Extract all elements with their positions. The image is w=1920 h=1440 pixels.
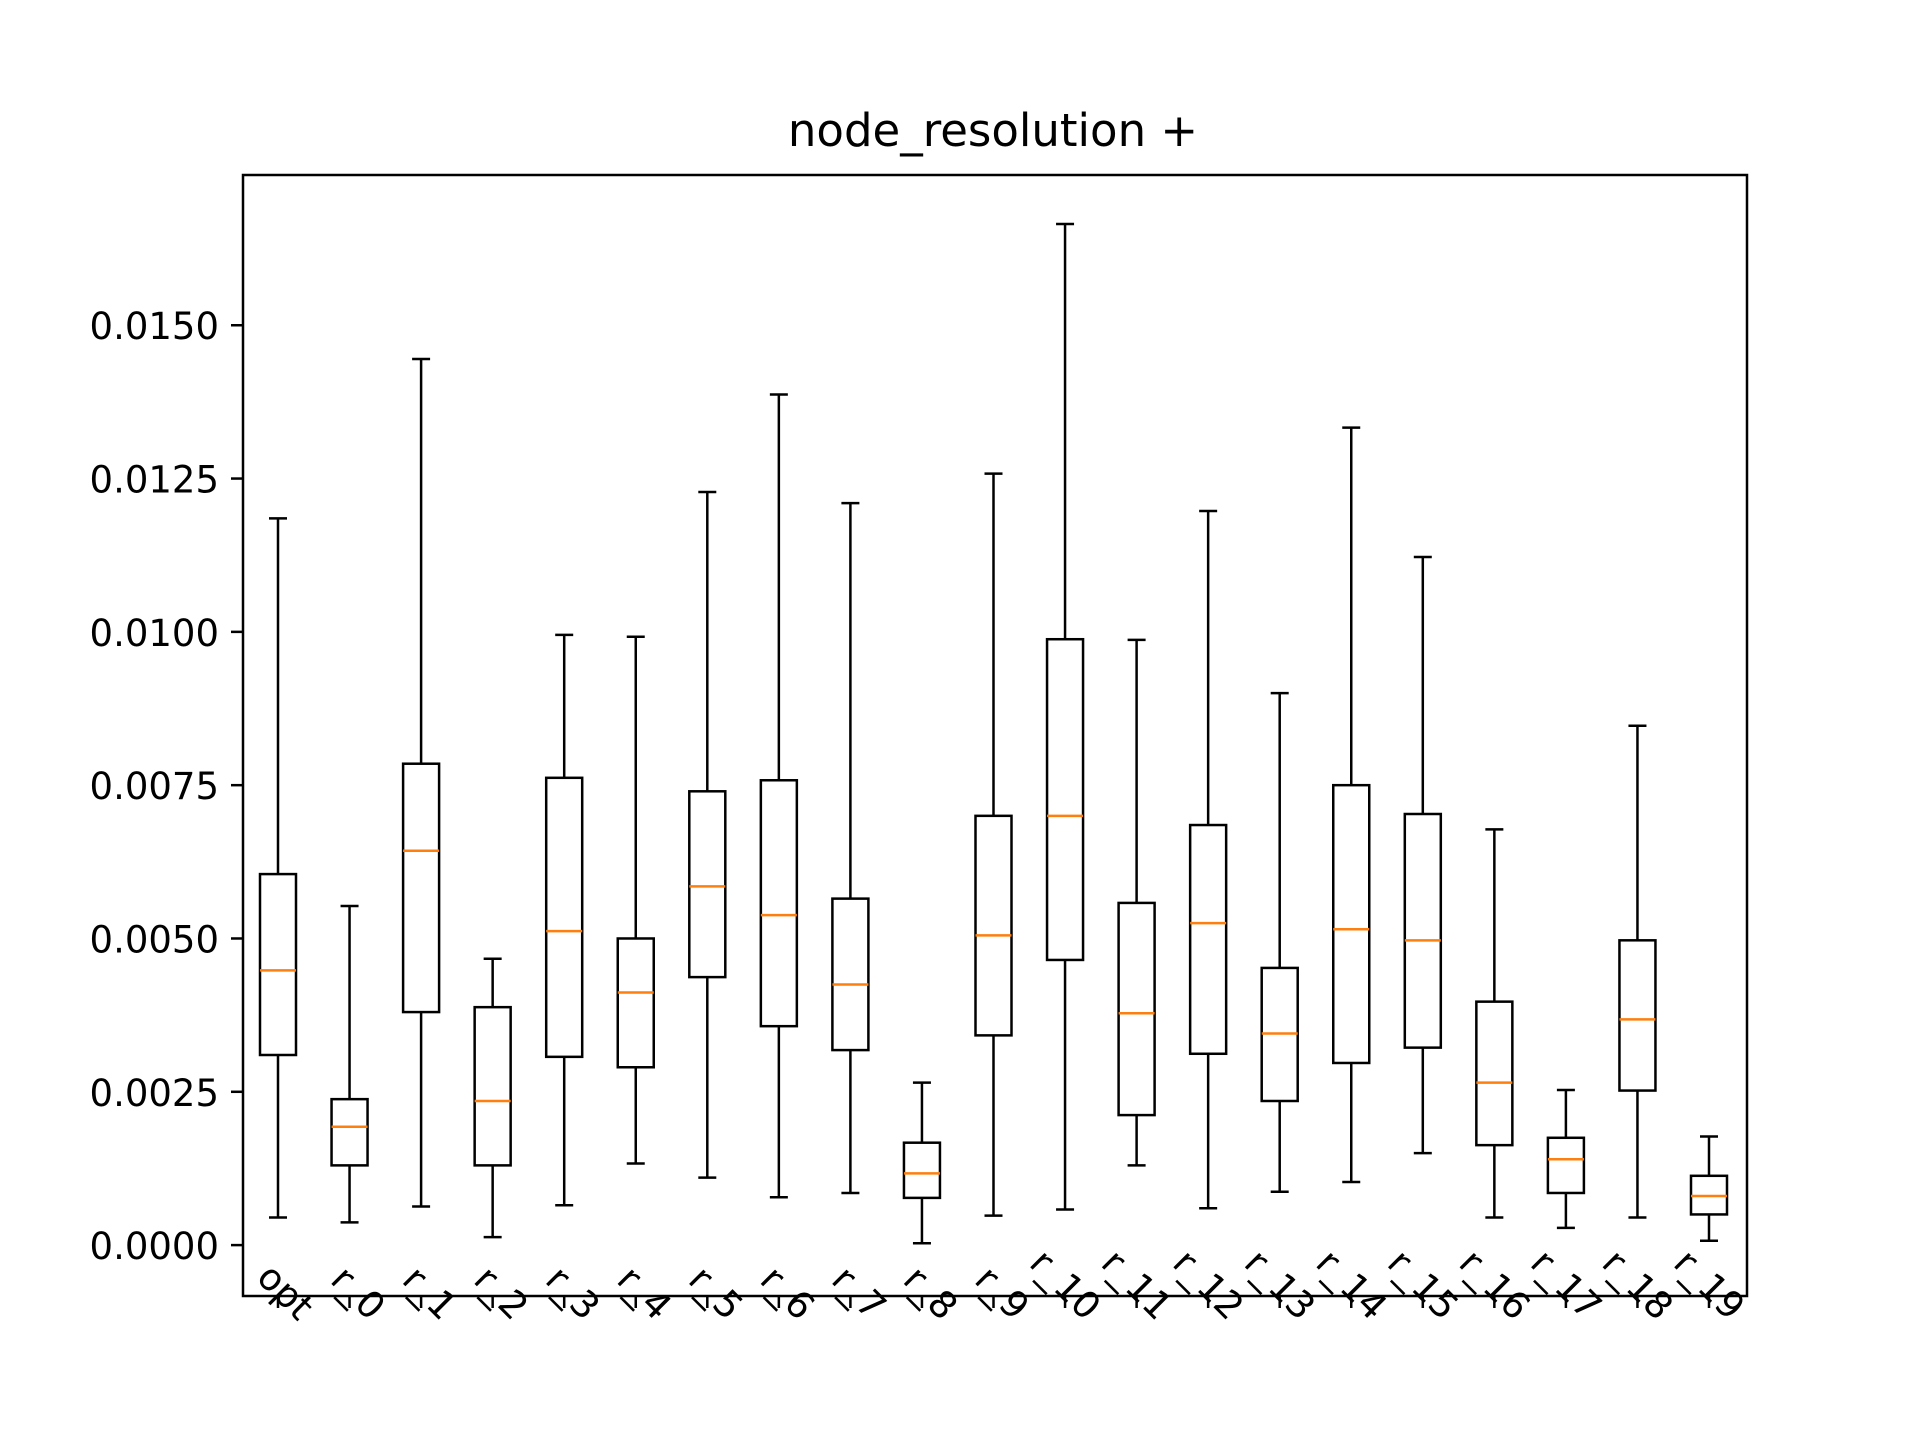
iqr-box — [1475, 1000, 1514, 1147]
iqr-box — [974, 814, 1013, 1037]
box-r_15 — [1403, 555, 1443, 1155]
box-r_5 — [688, 490, 727, 1179]
box-r_14 — [1332, 426, 1371, 1184]
y-tick-label: 0.0075 — [90, 765, 219, 808]
iqr-box — [759, 779, 799, 1028]
box-r_6 — [759, 393, 799, 1199]
box-r_8 — [902, 1081, 942, 1245]
iqr-box — [1332, 783, 1371, 1065]
chart-title: node_resolution + — [788, 104, 1198, 157]
iqr-box — [258, 872, 298, 1057]
iqr-box — [616, 937, 655, 1069]
box-r_13 — [1260, 691, 1299, 1193]
box-r_18 — [1618, 724, 1657, 1219]
y-tick-label: 0.0050 — [90, 918, 219, 961]
box-r_16 — [1475, 828, 1514, 1219]
iqr-box — [330, 1097, 369, 1167]
box-r_9 — [974, 472, 1013, 1217]
iqr-box — [473, 1005, 512, 1167]
iqr-box — [1188, 823, 1228, 1056]
box-r_1 — [401, 357, 441, 1208]
box-r_2 — [473, 957, 512, 1239]
box-r_12 — [1188, 509, 1228, 1210]
iqr-box — [401, 762, 441, 1014]
box-r_11 — [1117, 638, 1156, 1167]
y-tick-label: 0.0100 — [90, 612, 219, 655]
box-r_10 — [1045, 222, 1085, 1211]
box-r_4 — [616, 635, 655, 1165]
iqr-box — [544, 776, 584, 1059]
y-tick-label: 0.0125 — [90, 459, 219, 502]
plot-area-frame — [241, 173, 1749, 1298]
y-tick-label: 0.0025 — [90, 1072, 219, 1115]
box-r_19 — [1689, 1135, 1729, 1243]
iqr-box — [831, 897, 870, 1052]
box-series — [258, 222, 1729, 1245]
y-tick-label: 0.0000 — [90, 1225, 219, 1268]
box-r_0 — [330, 904, 369, 1224]
box-opt — [258, 517, 298, 1219]
box-r_7 — [831, 501, 870, 1195]
iqr-box — [688, 790, 727, 979]
iqr-box — [1117, 901, 1156, 1117]
iqr-box — [902, 1141, 942, 1200]
box-r_17 — [1546, 1088, 1586, 1230]
iqr-box — [1546, 1136, 1586, 1195]
iqr-box — [1045, 637, 1085, 962]
iqr-box — [1618, 939, 1657, 1092]
y-axis: 0.0000 0.0025 0.0050 0.0075 0.0100 0.0125 0.01… — [90, 305, 243, 1268]
box-r_3 — [544, 633, 584, 1207]
iqr-box — [1403, 812, 1443, 1049]
y-tick-label: 0.0150 — [90, 305, 219, 348]
